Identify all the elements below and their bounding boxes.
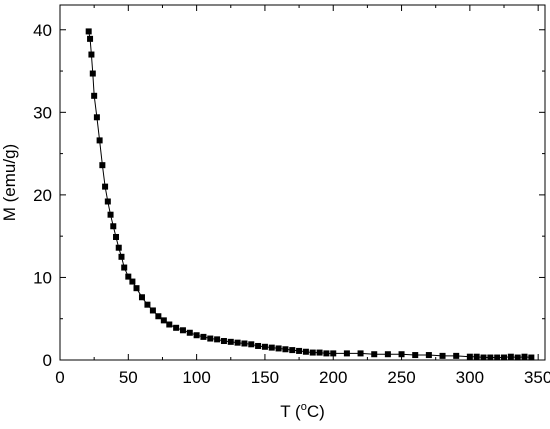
data-point [91, 92, 98, 99]
data-point [248, 341, 255, 348]
data-point [371, 351, 378, 358]
y-axis-title: M (emu/g) [0, 144, 19, 221]
y-tick-label: 30 [33, 103, 52, 122]
data-point [453, 352, 460, 359]
data-point [507, 353, 514, 360]
data-point [88, 51, 95, 58]
data-point [133, 285, 140, 292]
y-tick-label: 0 [43, 351, 52, 370]
data-point [179, 327, 186, 334]
data-point [99, 162, 106, 169]
data-point [104, 198, 111, 205]
plot-frame [59, 4, 546, 361]
x-tick-label: 250 [387, 368, 415, 387]
data-point [220, 338, 227, 345]
data-point [166, 321, 173, 328]
data-point [384, 351, 391, 358]
data-point [289, 347, 296, 354]
data-point [125, 273, 132, 280]
data-point [241, 340, 248, 347]
data-point [173, 324, 180, 331]
data-point [155, 313, 162, 320]
data-point [102, 183, 109, 190]
data-point [261, 343, 268, 350]
x-tick-label: 350 [524, 368, 550, 387]
data-point [330, 350, 337, 357]
x-tick-label: 0 [55, 368, 64, 387]
data-markers-layer [85, 28, 535, 361]
data-point [343, 350, 350, 357]
data-point [107, 211, 114, 218]
data-point [138, 294, 145, 301]
data-point [473, 353, 480, 360]
x-tick-label: 150 [251, 368, 279, 387]
y-tick-label: 40 [33, 21, 52, 40]
data-point [425, 352, 432, 359]
y-tick-labels: 0 10 20 30 40 [33, 21, 52, 370]
data-point [255, 342, 262, 349]
data-point [160, 317, 167, 324]
data-point [85, 28, 92, 35]
data-point [309, 349, 316, 356]
data-point [275, 345, 282, 352]
data-point [110, 223, 117, 230]
data-point [144, 301, 151, 308]
data-point [494, 354, 501, 361]
data-point [412, 352, 419, 359]
data-point [268, 344, 275, 351]
data-point [282, 346, 289, 353]
data-point [514, 354, 521, 361]
data-point [323, 350, 330, 357]
y-tick-label: 10 [33, 268, 52, 287]
data-point [227, 338, 234, 345]
x-tick-labels: 0 50 100 150 200 250 300 350 [55, 368, 550, 387]
data-point [214, 336, 221, 343]
data-point [96, 137, 103, 144]
data-point [93, 114, 100, 121]
x-tick-label: 50 [119, 368, 138, 387]
axis-ticks [59, 5, 545, 361]
x-tick-label: 200 [319, 368, 347, 387]
data-point [193, 332, 200, 339]
data-point [302, 348, 309, 355]
data-point [234, 339, 241, 346]
data-point [357, 350, 364, 357]
y-tick-label: 20 [33, 186, 52, 205]
x-axis-title: T (oC) [280, 401, 325, 421]
data-point [200, 333, 207, 340]
x-tick-label: 100 [182, 368, 210, 387]
data-point [439, 352, 446, 359]
data-point [207, 335, 214, 342]
data-point [528, 354, 535, 361]
data-point [186, 329, 193, 336]
data-point [129, 278, 136, 285]
data-point [316, 349, 323, 356]
data-point [296, 347, 303, 354]
data-point [487, 354, 494, 361]
data-point [480, 354, 487, 361]
data-point [115, 244, 122, 251]
data-point [87, 35, 94, 42]
data-point [89, 70, 96, 77]
data-point [121, 264, 128, 271]
data-point [113, 233, 120, 240]
data-point [118, 253, 125, 260]
data-point [149, 307, 156, 314]
data-point [521, 353, 528, 360]
x-tick-label: 300 [456, 368, 484, 387]
